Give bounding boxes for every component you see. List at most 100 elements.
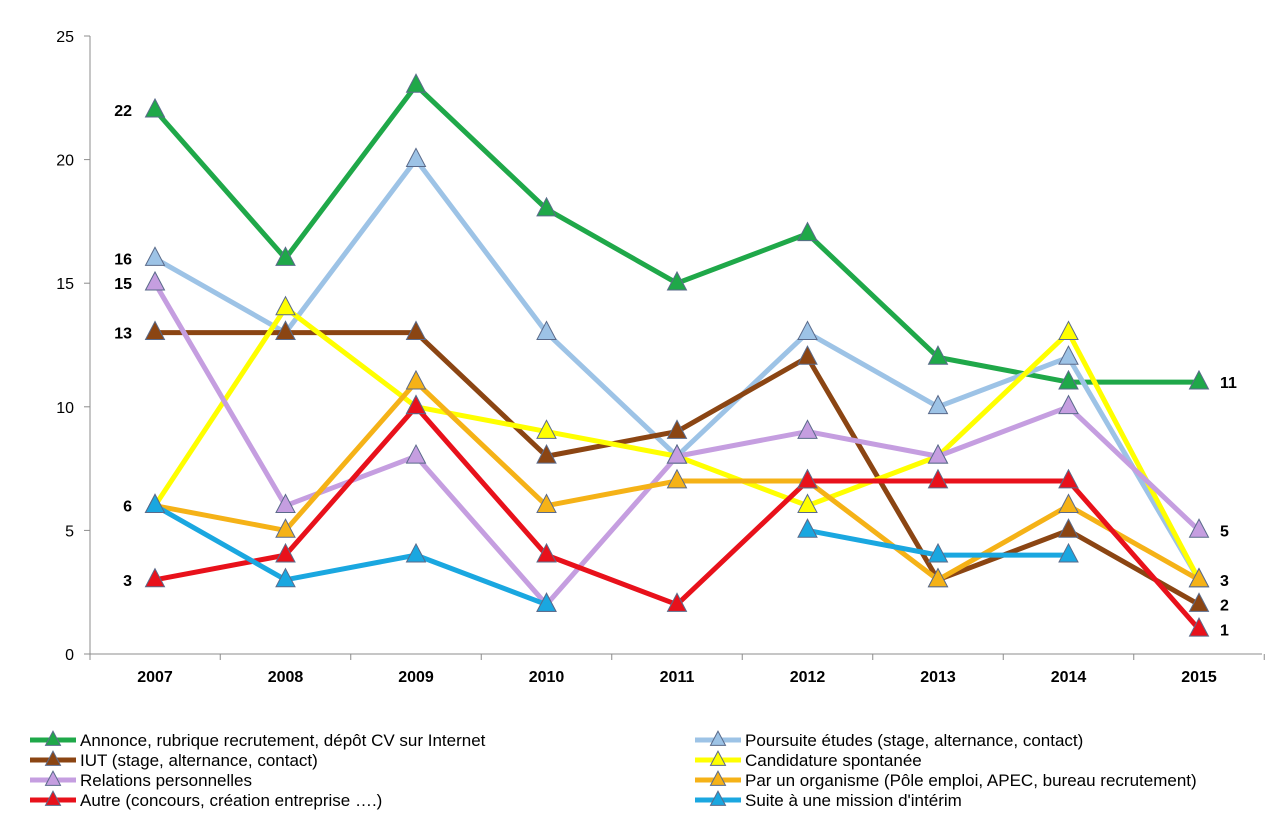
data-point-marker xyxy=(536,443,557,464)
data-point-marker xyxy=(1058,320,1079,340)
series-line xyxy=(152,503,549,608)
end-value-label: 2 xyxy=(1220,598,1229,615)
data-point-marker xyxy=(1058,369,1079,390)
data-point-marker xyxy=(536,320,557,340)
data-point-marker xyxy=(797,468,818,489)
data-point-marker xyxy=(275,567,296,588)
data-point-marker xyxy=(144,97,166,118)
legend-label: Relations personnelles xyxy=(80,771,252,790)
data-point-marker xyxy=(927,567,949,588)
x-tick-label: 2014 xyxy=(1051,669,1087,686)
data-point-marker xyxy=(275,542,296,563)
data-point-marker xyxy=(536,419,557,439)
y-tick-label: 20 xyxy=(56,153,74,170)
x-tick-label: 2010 xyxy=(529,669,565,686)
data-point-marker xyxy=(797,221,818,242)
data-point-marker xyxy=(666,419,688,439)
data-point-marker xyxy=(1058,345,1079,365)
data-point-marker xyxy=(1058,468,1079,489)
legend-swatch-marker xyxy=(709,770,727,786)
legend-swatch-marker xyxy=(44,790,62,806)
data-point-marker xyxy=(144,246,166,266)
legend-item: Par un organisme (Pôle emploi, APEC, bur… xyxy=(695,770,1197,790)
data-point-marker xyxy=(666,468,688,489)
legend-item: Autre (concours, création entreprise ….) xyxy=(30,790,382,810)
x-tick-label: 2013 xyxy=(920,669,956,686)
legend-label: Annonce, rubrique recrutement, dépôt CV … xyxy=(80,731,486,750)
legend-swatch-marker xyxy=(709,730,727,746)
y-tick-label: 25 xyxy=(56,29,74,46)
data-point-marker xyxy=(666,443,688,464)
start-value-label: 3 xyxy=(123,573,132,590)
data-point-marker xyxy=(797,320,818,340)
y-tick-label: 15 xyxy=(56,276,74,293)
series-7 xyxy=(144,394,1210,637)
series-5 xyxy=(144,270,1210,612)
end-value-label: 1 xyxy=(1220,622,1229,639)
data-point-marker xyxy=(1188,518,1210,538)
data-point-marker xyxy=(405,443,427,464)
legend-label: Poursuite études (stage, alternance, con… xyxy=(745,731,1083,750)
x-tick-label: 2011 xyxy=(660,669,695,686)
data-point-marker xyxy=(797,345,818,365)
legend-item: Relations personnelles xyxy=(30,770,252,790)
series-4 xyxy=(144,295,1210,588)
data-point-marker xyxy=(1188,369,1210,390)
start-value-label: 13 xyxy=(114,326,132,343)
legend-label: IUT (stage, alternance, contact) xyxy=(80,751,318,770)
data-point-marker xyxy=(405,394,427,415)
data-point-marker xyxy=(927,542,949,563)
series-1 xyxy=(144,73,1210,390)
end-value-label: 5 xyxy=(1220,523,1229,540)
data-point-marker xyxy=(797,493,818,514)
legend-item: Annonce, rubrique recrutement, dépôt CV … xyxy=(30,730,486,750)
legend-swatch-marker xyxy=(44,730,62,746)
end-value-label: 11 xyxy=(1220,375,1237,392)
start-value-label: 6 xyxy=(123,499,132,516)
legend-label: Suite à une mission d'intérim xyxy=(745,791,962,810)
data-point-marker xyxy=(536,592,557,612)
data-point-marker xyxy=(536,493,557,514)
y-tick-label: 10 xyxy=(56,400,74,417)
data-point-marker xyxy=(405,147,427,167)
data-point-marker xyxy=(1058,542,1079,563)
x-tick-label: 2012 xyxy=(790,669,826,686)
data-point-marker xyxy=(405,369,427,390)
data-point-marker xyxy=(927,345,949,365)
data-point-marker xyxy=(1058,493,1079,514)
data-point-marker xyxy=(275,493,296,514)
data-point-marker xyxy=(536,196,557,217)
data-point-marker xyxy=(1188,592,1210,612)
x-tick-label: 2007 xyxy=(137,669,173,686)
data-point-marker xyxy=(1058,518,1079,538)
series-layer xyxy=(144,73,1210,637)
legend: Annonce, rubrique recrutement, dépôt CV … xyxy=(30,730,1197,810)
data-point-marker xyxy=(927,468,949,489)
x-tick-label: 2015 xyxy=(1181,669,1217,686)
data-point-marker xyxy=(144,320,166,340)
legend-label: Par un organisme (Pôle emploi, APEC, bur… xyxy=(745,771,1197,790)
legend-item: Poursuite études (stage, alternance, con… xyxy=(695,730,1083,750)
x-tick-label: 2009 xyxy=(398,669,434,686)
legend-label: Candidature spontanée xyxy=(745,751,922,770)
data-point-marker xyxy=(927,443,949,464)
start-value-label: 15 xyxy=(114,276,132,293)
start-value-label: 22 xyxy=(114,103,132,120)
data-point-marker xyxy=(1058,394,1079,415)
series-8 xyxy=(144,493,1079,612)
data-point-marker xyxy=(275,246,296,266)
legend-swatch-marker xyxy=(709,750,727,766)
data-point-marker xyxy=(405,73,427,93)
data-point-marker xyxy=(797,518,818,538)
data-point-marker xyxy=(927,394,949,415)
series-line xyxy=(152,330,1202,608)
data-point-marker xyxy=(275,295,296,316)
legend-item: IUT (stage, alternance, contact) xyxy=(30,750,318,770)
x-tick-label: 2008 xyxy=(268,669,304,686)
end-value-label: 3 xyxy=(1220,573,1229,590)
series-2 xyxy=(144,147,1210,588)
series-line xyxy=(152,82,1202,385)
data-point-marker xyxy=(1188,617,1210,637)
